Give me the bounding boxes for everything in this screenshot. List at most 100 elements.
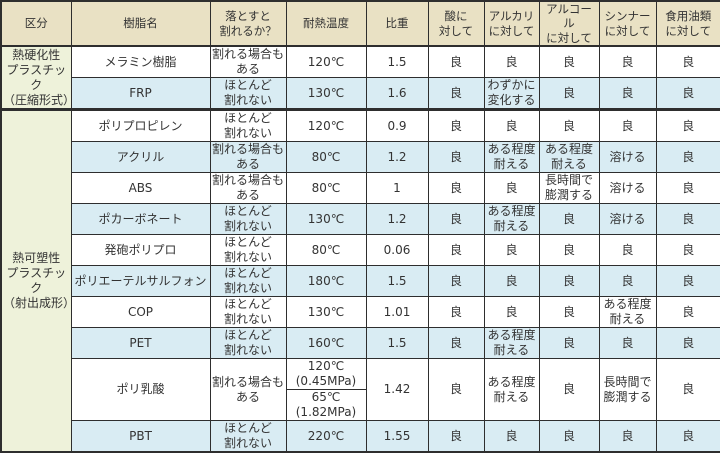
breakability-cell: 割れる場合も ある bbox=[209, 141, 287, 174]
resin-name-cell: ポリエーテルサルフォン bbox=[70, 265, 211, 298]
oil-cell: 良 bbox=[655, 265, 720, 298]
alcohol-cell: 良 bbox=[538, 77, 600, 111]
table-row: ポカーボネート ほとんど 割れない 130℃ 1.2 良 ある程度 耐える 良 … bbox=[1, 203, 720, 236]
col-header-heat-temp: 耐熱温度 bbox=[285, 0, 367, 48]
breakability-cell: ほとんど 割れない bbox=[209, 420, 287, 453]
oil-cell: 良 bbox=[655, 234, 720, 267]
resin-name-cell: ポリ乳酸 bbox=[70, 358, 211, 422]
alkali-cell: 良 bbox=[483, 296, 540, 329]
heat-temp-cell: 160℃ bbox=[285, 327, 367, 360]
breakability-cell: ほとんど 割れない bbox=[209, 203, 287, 236]
gravity-cell: 1.2 bbox=[365, 203, 429, 236]
heat-temp-cell: 80℃ bbox=[285, 141, 367, 174]
oil-cell: 良 bbox=[655, 327, 720, 360]
category-cell-thermoset: 熱硬化性 プラスチック （圧縮形式） bbox=[0, 45, 72, 111]
resin-name-cell: ポリプロピレン bbox=[70, 108, 211, 143]
thinner-cell: 良 bbox=[598, 420, 657, 453]
breakability-cell: ほとんど 割れない bbox=[209, 234, 287, 267]
alcohol-cell: 良 bbox=[538, 296, 600, 329]
heat-temp-cell: 80℃ bbox=[285, 172, 367, 205]
alkali-cell: 良 bbox=[483, 265, 540, 298]
oil-cell: 良 bbox=[655, 108, 720, 143]
breakability-cell: ほとんど 割れない bbox=[209, 327, 287, 360]
acid-cell: 良 bbox=[427, 234, 485, 267]
oil-cell: 良 bbox=[655, 141, 720, 174]
heat-temp-cell: 130℃ bbox=[285, 77, 367, 111]
acid-cell: 良 bbox=[427, 203, 485, 236]
gravity-cell: 1.55 bbox=[365, 420, 429, 453]
table-row: 熱硬化性 プラスチック （圧縮形式） メラミン樹脂 割れる場合も ある 120℃… bbox=[0, 45, 720, 111]
gravity-cell: 1.01 bbox=[365, 296, 429, 329]
oil-cell: 良 bbox=[655, 296, 720, 329]
alcohol-cell: 良 bbox=[538, 420, 600, 453]
alcohol-cell: 良 bbox=[538, 327, 600, 360]
thinner-cell: 良 bbox=[598, 234, 657, 267]
alcohol-cell: ある程度 耐える bbox=[538, 141, 600, 174]
thinner-cell: 溶ける bbox=[598, 172, 657, 205]
acid-cell: 良 bbox=[427, 327, 485, 360]
resin-name-cell: PET bbox=[70, 327, 211, 360]
oil-cell: 良 bbox=[655, 45, 720, 79]
oil-cell: 良 bbox=[655, 172, 720, 205]
category-cell-thermoplastic: 熱可塑性 プラスチック （射出成形） bbox=[0, 108, 72, 453]
breakability-cell: ほとんど 割れない bbox=[209, 265, 287, 298]
resin-name-cell: PBT bbox=[70, 420, 211, 453]
col-header-resin-name: 樹脂名 bbox=[70, 0, 211, 48]
heat-temp-cell: 180℃ bbox=[285, 265, 367, 298]
gravity-cell: 1 bbox=[365, 172, 429, 205]
thinner-cell: 長時間で 膨潤する bbox=[598, 358, 657, 422]
gravity-cell: 1.5 bbox=[365, 327, 429, 360]
thinner-cell: 溶ける bbox=[598, 203, 657, 236]
alkali-cell: ある程度 耐える bbox=[483, 358, 540, 422]
acid-cell: 良 bbox=[427, 108, 485, 143]
table-row: 65℃ (1.82MPa) bbox=[1, 389, 720, 422]
alkali-cell: ある程度 耐える bbox=[483, 141, 540, 174]
resin-name-cell: 発砲ポリプロ bbox=[70, 234, 211, 267]
alkali-cell: わずかに 変化する bbox=[483, 77, 540, 111]
acid-cell: 良 bbox=[427, 265, 485, 298]
table-row: 発砲ポリプロ ほとんど 割れない 80℃ 0.06 良 良 良 良 良 bbox=[1, 234, 720, 267]
heat-temp-cell: 120℃ bbox=[285, 108, 367, 143]
alkali-cell: 良 bbox=[483, 45, 540, 79]
alcohol-cell: 良 bbox=[538, 45, 600, 79]
thinner-cell: 溶ける bbox=[598, 141, 657, 174]
table-row: 熱可塑性 プラスチック （射出成形） ポリプロピレン ほとんど 割れない 120… bbox=[0, 108, 720, 453]
alkali-cell: ある程度 耐える bbox=[483, 327, 540, 360]
table-row: FRP ほとんど 割れない 130℃ 1.6 良 わずかに 変化する 良 良 良 bbox=[1, 77, 720, 111]
col-header-breakability: 落とすと 割れるか？ bbox=[209, 0, 287, 48]
gravity-cell: 1.5 bbox=[365, 45, 429, 79]
thinner-cell: 良 bbox=[598, 45, 657, 79]
thinner-cell: 良 bbox=[598, 327, 657, 360]
heat-temp-cell: 80℃ bbox=[285, 234, 367, 267]
breakability-cell: ほとんど 割れない bbox=[209, 77, 287, 111]
breakability-cell: ほとんど 割れない bbox=[209, 108, 287, 143]
table-row: ABS 割れる場合も ある 80℃ 1 良 良 長時間で 膨潤する 溶ける 良 bbox=[1, 172, 720, 205]
acid-cell: 良 bbox=[427, 141, 485, 174]
oil-cell: 良 bbox=[655, 358, 720, 422]
alcohol-cell: 良 bbox=[538, 358, 600, 422]
alcohol-cell: 長時間で 膨潤する bbox=[538, 172, 600, 205]
heat-temp-cell: 130℃ bbox=[285, 296, 367, 329]
resin-name-cell: FRP bbox=[70, 77, 211, 111]
alcohol-cell: 良 bbox=[538, 203, 600, 236]
alcohol-cell: 良 bbox=[538, 108, 600, 143]
alkali-cell: ある程度 耐える bbox=[483, 203, 540, 236]
oil-cell: 良 bbox=[655, 203, 720, 236]
table-row: PBT ほとんど 割れない 220℃ 1.55 良 良 良 良 良 bbox=[1, 420, 720, 453]
heat-temp-cell-bottom: 65℃ (1.82MPa) bbox=[285, 389, 367, 422]
col-header-alcohol: アルコール に対して bbox=[538, 0, 600, 48]
heat-temp-cell: 220℃ bbox=[285, 420, 367, 453]
gravity-cell: 1.2 bbox=[365, 141, 429, 174]
thinner-cell: 良 bbox=[598, 108, 657, 143]
breakability-cell: 割れる場合も ある bbox=[209, 45, 287, 79]
gravity-cell: 1.5 bbox=[365, 265, 429, 298]
breakability-cell: 割れる場合も ある bbox=[209, 358, 287, 422]
table-row: ポリエーテルサルフォン ほとんど 割れない 180℃ 1.5 良 良 良 良 良 bbox=[1, 265, 720, 298]
alkali-cell: 良 bbox=[483, 108, 540, 143]
acid-cell: 良 bbox=[427, 358, 485, 422]
table-row: ポリ乳酸 割れる場合も ある 120℃ (0.45MPa) 1.42 良 ある程… bbox=[1, 358, 720, 422]
acid-cell: 良 bbox=[427, 77, 485, 111]
alkali-cell: 良 bbox=[483, 172, 540, 205]
oil-cell: 良 bbox=[655, 420, 720, 453]
